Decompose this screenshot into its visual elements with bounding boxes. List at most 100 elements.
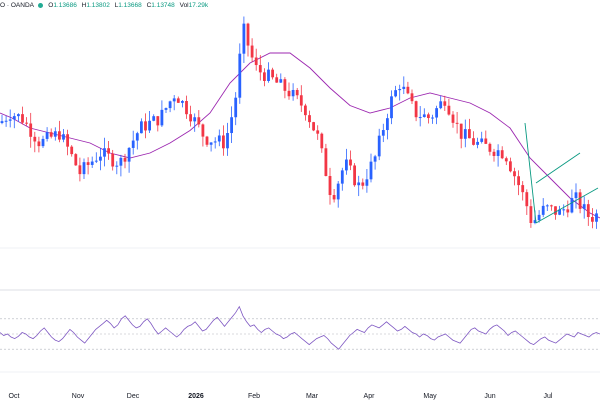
candle-body xyxy=(172,98,176,102)
candle-body xyxy=(156,116,160,126)
candle-body xyxy=(316,130,320,134)
channel-upper-line[interactable] xyxy=(535,152,581,184)
candle-body xyxy=(595,213,598,222)
candle-body xyxy=(381,130,385,136)
candle xyxy=(66,129,69,156)
candle-body xyxy=(390,96,393,119)
x-tick-label: 2026 xyxy=(188,393,204,400)
candle xyxy=(357,175,361,197)
candle-body xyxy=(168,101,172,109)
candle xyxy=(431,114,434,124)
candle-body xyxy=(41,138,45,147)
close-value: 1.13748 xyxy=(151,2,175,9)
high-value: 1.13802 xyxy=(86,2,110,9)
candle xyxy=(213,137,217,149)
candle-body xyxy=(545,205,549,207)
candle-body xyxy=(500,150,504,159)
candle xyxy=(451,111,455,128)
candle xyxy=(131,130,135,155)
candle xyxy=(295,87,299,100)
symbol-name[interactable]: O xyxy=(0,2,6,9)
candle-body xyxy=(25,122,28,124)
candle xyxy=(86,157,90,175)
candle-body xyxy=(82,162,86,175)
candle xyxy=(58,120,61,143)
candle-body xyxy=(427,114,430,119)
candle xyxy=(267,62,270,83)
candle-body xyxy=(287,90,291,97)
candle xyxy=(168,100,172,113)
candle xyxy=(377,128,381,161)
candle-body xyxy=(361,182,365,186)
candle-body xyxy=(566,209,570,213)
candle xyxy=(304,103,307,121)
candle xyxy=(90,156,94,168)
x-tick-label: Dec xyxy=(127,393,140,400)
candle-body xyxy=(238,53,242,98)
candle-body xyxy=(308,115,311,123)
candle-body xyxy=(443,101,447,106)
candle xyxy=(381,123,385,143)
candle xyxy=(312,121,315,132)
candle xyxy=(340,167,344,191)
candle-body xyxy=(131,140,135,148)
candle xyxy=(33,131,37,153)
candle-body xyxy=(201,124,205,137)
candle-body xyxy=(213,141,217,143)
candle xyxy=(275,73,279,83)
candle xyxy=(258,55,262,81)
candle xyxy=(246,22,250,57)
candle-body xyxy=(529,206,533,224)
candle-body xyxy=(271,69,274,78)
candle xyxy=(41,135,45,149)
candle xyxy=(164,107,168,114)
candle-body xyxy=(53,131,57,137)
candle-body xyxy=(357,182,361,186)
candle-body xyxy=(513,171,516,177)
candle xyxy=(345,148,348,175)
candle-body xyxy=(37,141,41,147)
channel-lower-line[interactable] xyxy=(535,187,599,224)
candle xyxy=(443,95,447,111)
candle-body xyxy=(591,217,594,222)
candle-body xyxy=(463,129,467,139)
candle xyxy=(386,113,389,140)
candle-body xyxy=(558,209,561,215)
candle-body xyxy=(484,138,488,144)
candle-body xyxy=(336,183,340,200)
candle xyxy=(29,112,33,148)
candle xyxy=(570,189,574,214)
candle xyxy=(12,112,16,129)
candle xyxy=(332,188,336,203)
candle xyxy=(529,199,533,228)
candle-body xyxy=(373,156,377,162)
candle xyxy=(463,119,467,148)
candle-body xyxy=(570,198,574,213)
candlestick-series xyxy=(0,16,598,229)
candle-body xyxy=(254,57,258,66)
candle-body xyxy=(509,161,512,172)
candle xyxy=(37,136,41,153)
candle-body xyxy=(533,220,537,224)
candle xyxy=(373,154,377,170)
candle xyxy=(127,146,131,173)
candle-body xyxy=(111,153,115,167)
candle xyxy=(320,132,324,153)
candle xyxy=(398,84,402,101)
channel-entry-line[interactable] xyxy=(524,122,537,224)
x-tick-label: Jul xyxy=(544,393,553,400)
candle xyxy=(414,100,418,122)
candle-body xyxy=(49,132,53,137)
candle-body xyxy=(4,120,8,122)
candle-body xyxy=(472,138,475,145)
low-value: 1.13668 xyxy=(118,2,142,9)
candle xyxy=(189,105,192,127)
candle-body xyxy=(492,151,496,156)
candle xyxy=(250,38,254,62)
candle-body xyxy=(422,114,426,118)
candle-body xyxy=(70,146,74,155)
candle xyxy=(201,123,205,147)
candle xyxy=(554,206,557,220)
